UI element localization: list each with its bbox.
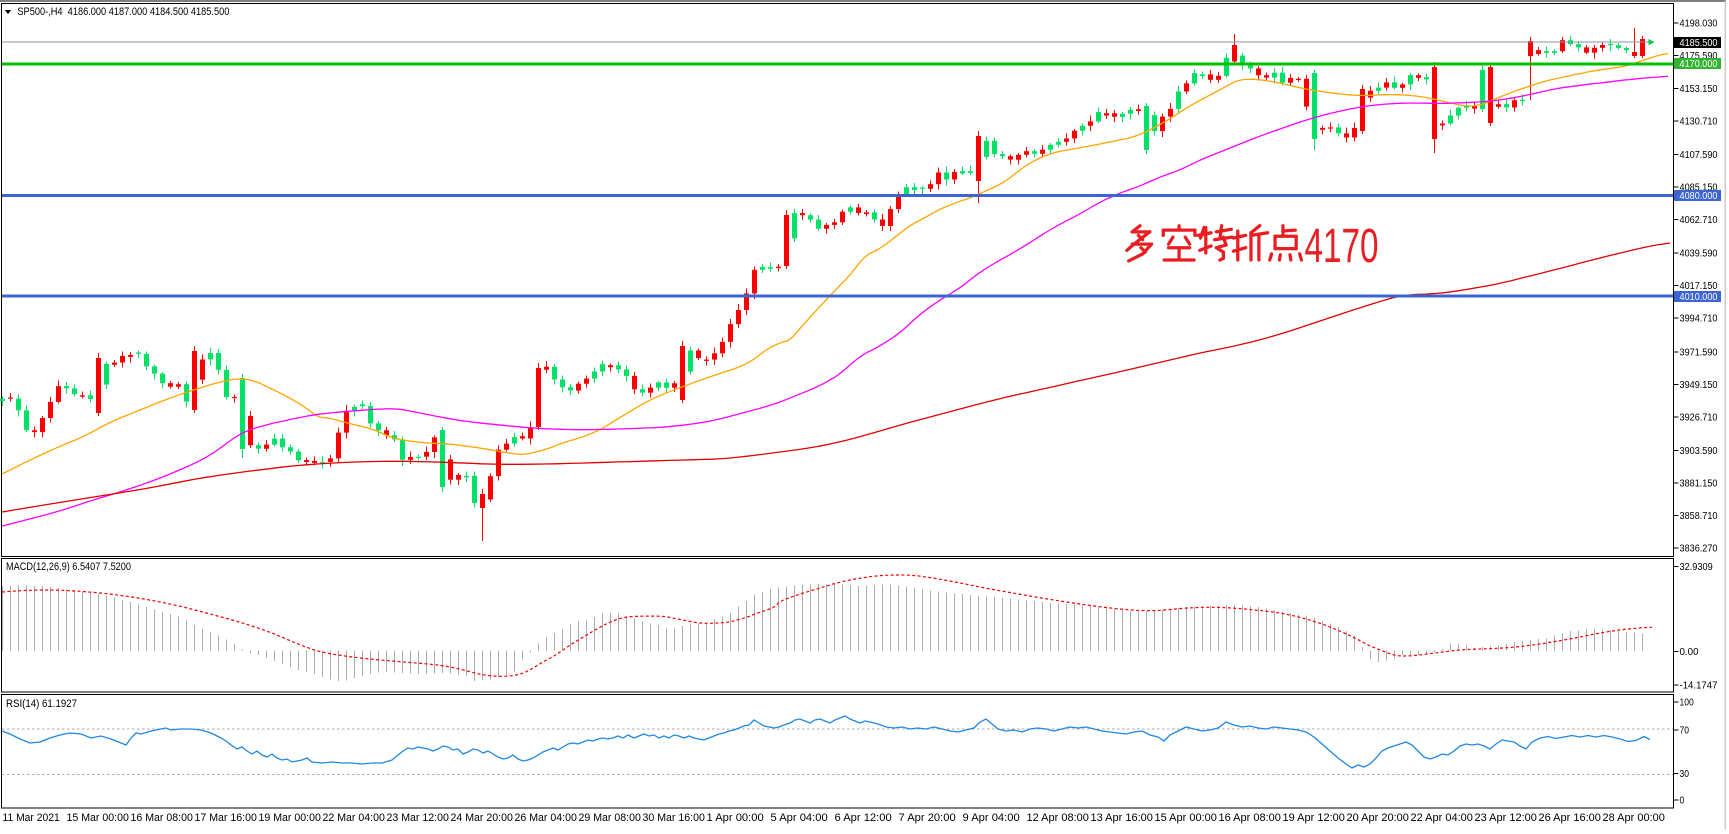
svg-text:16 Mar 08:00: 16 Mar 08:00	[131, 812, 193, 824]
svg-text:23 Apr 12:00: 23 Apr 12:00	[1475, 812, 1537, 824]
svg-text:4010.000: 4010.000	[1680, 292, 1719, 303]
svg-text:5 Apr 04:00: 5 Apr 04:00	[771, 812, 828, 824]
svg-text:23 Mar 12:00: 23 Mar 12:00	[387, 812, 449, 824]
svg-text:3858.710: 3858.710	[1680, 511, 1719, 522]
svg-text:26 Mar 04:00: 26 Mar 04:00	[515, 812, 577, 824]
svg-text:16 Apr 08:00: 16 Apr 08:00	[1219, 812, 1281, 824]
svg-text:3971.590: 3971.590	[1680, 347, 1719, 358]
svg-text:30: 30	[1680, 769, 1690, 780]
svg-text:4170: 4170	[1305, 220, 1379, 273]
svg-text:0.00: 0.00	[1680, 647, 1700, 658]
svg-text:29 Mar 08:00: 29 Mar 08:00	[579, 812, 641, 824]
svg-text:3903.590: 3903.590	[1680, 446, 1719, 457]
svg-text:4185.500: 4185.500	[1680, 38, 1719, 49]
svg-text:4198.030: 4198.030	[1680, 19, 1719, 30]
svg-text:4153.150: 4153.150	[1680, 84, 1719, 95]
svg-text:4085.150: 4085.150	[1680, 183, 1719, 194]
svg-text:4080.000: 4080.000	[1680, 191, 1719, 202]
svg-text:11 Mar 2021: 11 Mar 2021	[3, 812, 60, 824]
svg-text:22 Mar 04:00: 22 Mar 04:00	[323, 812, 385, 824]
svg-text:4039.590: 4039.590	[1680, 249, 1719, 260]
svg-text:19 Apr 12:00: 19 Apr 12:00	[1283, 812, 1345, 824]
svg-text:3881.150: 3881.150	[1680, 479, 1719, 490]
svg-text:6 Apr 12:00: 6 Apr 12:00	[835, 812, 892, 824]
svg-text:7 Apr 20:00: 7 Apr 20:00	[899, 812, 956, 824]
svg-text:4062.710: 4062.710	[1680, 215, 1719, 226]
svg-text:17 Mar 16:00: 17 Mar 16:00	[195, 812, 257, 824]
svg-text:30 Mar 16:00: 30 Mar 16:00	[643, 812, 705, 824]
svg-text:12 Apr 08:00: 12 Apr 08:00	[1027, 812, 1089, 824]
svg-text:9 Apr 04:00: 9 Apr 04:00	[963, 812, 1020, 824]
svg-text:3836.270: 3836.270	[1680, 544, 1719, 555]
svg-text:4130.710: 4130.710	[1680, 116, 1719, 127]
svg-text:3926.710: 3926.710	[1680, 412, 1719, 423]
svg-text:-14.1747: -14.1747	[1680, 681, 1718, 692]
svg-text:24 Mar 20:00: 24 Mar 20:00	[451, 812, 513, 824]
svg-text:15 Mar 00:00: 15 Mar 00:00	[67, 812, 129, 824]
svg-text:26 Apr 16:00: 26 Apr 16:00	[1539, 812, 1601, 824]
svg-text:4170.000: 4170.000	[1680, 59, 1719, 70]
svg-text:70: 70	[1680, 726, 1690, 737]
svg-text:SP500-,H4 4186.000 4187.000 4: SP500-,H4 4186.000 4187.000 4184.500 418…	[17, 6, 229, 18]
svg-text:28 Apr 00:00: 28 Apr 00:00	[1603, 812, 1665, 824]
svg-text:1 Apr 00:00: 1 Apr 00:00	[707, 812, 764, 824]
svg-text:15 Apr 00:00: 15 Apr 00:00	[1155, 812, 1217, 824]
svg-text:RSI(14) 61.1927: RSI(14) 61.1927	[6, 698, 77, 710]
svg-text:MACD(12,26,9) 6.5407 7.5200: MACD(12,26,9) 6.5407 7.5200	[6, 561, 131, 573]
svg-text:4175.590: 4175.590	[1680, 51, 1719, 62]
svg-text:32.9309: 32.9309	[1680, 562, 1713, 573]
svg-text:3949.150: 3949.150	[1680, 380, 1719, 391]
svg-text:19 Mar 00:00: 19 Mar 00:00	[259, 812, 321, 824]
svg-text:13 Apr 16:00: 13 Apr 16:00	[1091, 812, 1153, 824]
svg-text:100: 100	[1680, 697, 1695, 708]
svg-text:4017.150: 4017.150	[1680, 281, 1719, 292]
svg-text:22 Apr 04:00: 22 Apr 04:00	[1411, 812, 1473, 824]
svg-text:3994.710: 3994.710	[1680, 314, 1719, 325]
svg-text:0: 0	[1680, 796, 1685, 807]
svg-text:20 Apr 20:00: 20 Apr 20:00	[1347, 812, 1409, 824]
svg-text:4107.590: 4107.590	[1680, 150, 1719, 161]
